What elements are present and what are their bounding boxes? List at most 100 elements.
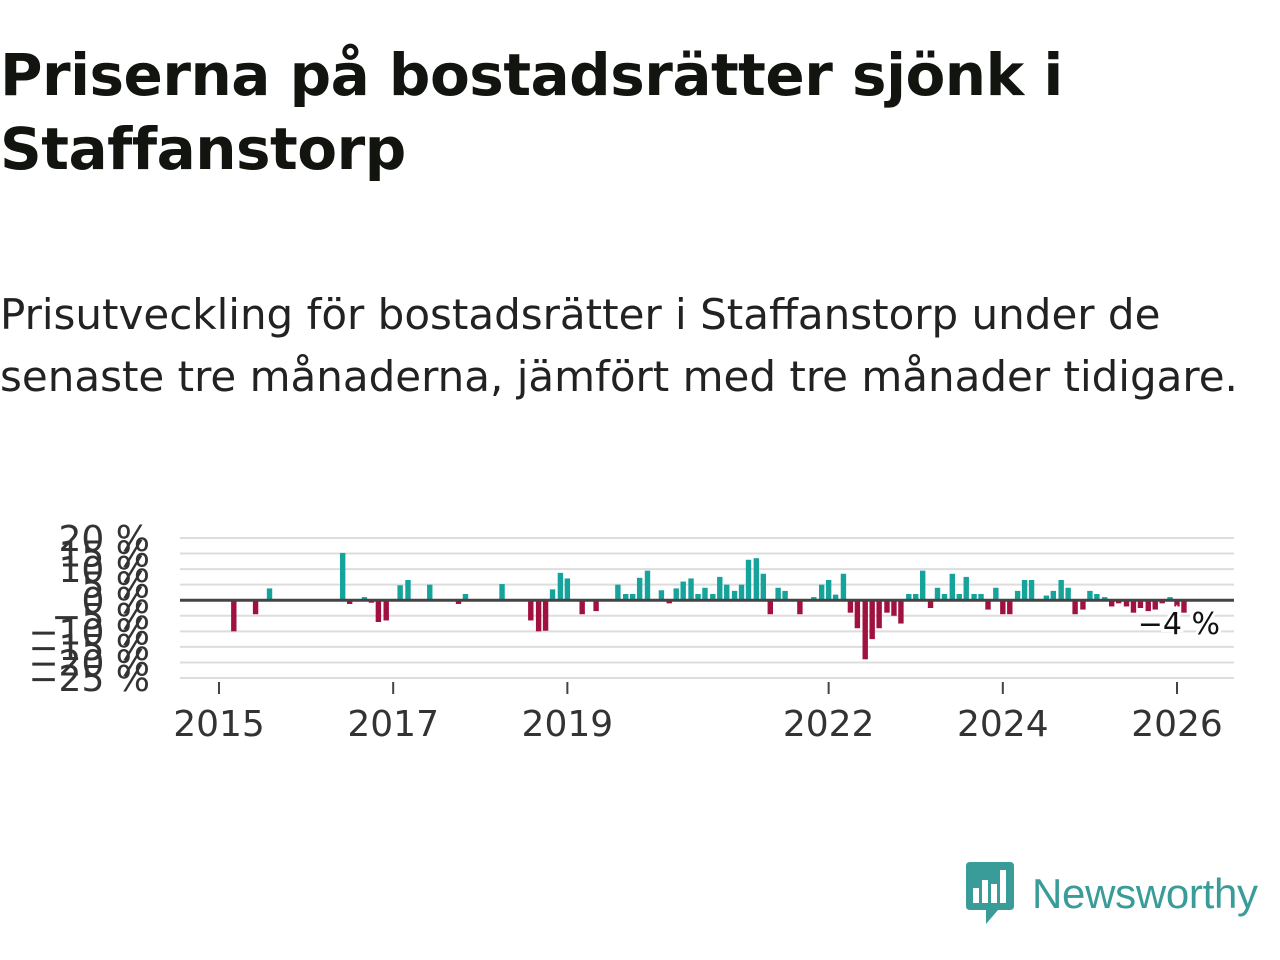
bar (797, 600, 803, 615)
bar (717, 576, 723, 601)
bar (876, 600, 882, 629)
bar (825, 580, 832, 601)
bar (1145, 600, 1151, 612)
y-tick-label: −25 % (28, 659, 150, 700)
bar (1094, 594, 1100, 601)
bar (884, 600, 890, 613)
bar (549, 589, 556, 601)
bar (658, 590, 665, 601)
bar (731, 590, 738, 601)
x-axis: 2015 2017 2019 2022 2024 2026 (173, 682, 1223, 745)
bar (629, 594, 636, 601)
bar (1007, 600, 1013, 615)
bar (579, 600, 585, 615)
bar (528, 600, 534, 621)
bar (949, 573, 956, 601)
bar (971, 594, 977, 601)
bar (636, 577, 643, 601)
bar (1137, 600, 1144, 608)
bar (1123, 600, 1130, 607)
bar (934, 587, 941, 601)
bar (1174, 600, 1180, 607)
bar (840, 573, 847, 601)
y-tick-label: −15 % (28, 628, 150, 669)
bar (557, 572, 564, 601)
bar (738, 584, 745, 601)
bar (383, 600, 389, 621)
bar (1058, 580, 1064, 601)
bar (1087, 590, 1093, 601)
bar (688, 578, 694, 601)
y-tick-label: 15 % (59, 535, 150, 576)
bar (695, 594, 701, 601)
bar (1167, 597, 1173, 601)
bar (231, 600, 237, 632)
x-tick-label: 2017 (347, 704, 439, 745)
bar (1072, 600, 1078, 615)
bar (782, 590, 788, 601)
y-tick-label: 0 % (81, 581, 150, 622)
bar (753, 558, 760, 601)
bar (1130, 600, 1137, 613)
bar (906, 594, 912, 601)
last-value-annotation: −4 % (1138, 607, 1220, 642)
bar (745, 559, 752, 601)
y-tick-label: 20 % (59, 519, 150, 560)
bar (985, 600, 991, 610)
bar (869, 600, 875, 640)
bar (818, 584, 825, 601)
y-tick-label: 10 % (59, 550, 150, 591)
x-tick-label: 2026 (1131, 704, 1223, 745)
bar (644, 570, 651, 601)
bar (673, 588, 679, 601)
y-tick-label: −5 % (51, 597, 150, 638)
bar (1000, 600, 1006, 615)
bar (993, 587, 999, 601)
bar (941, 594, 948, 601)
bar (1065, 587, 1071, 601)
bar (1108, 600, 1115, 607)
bar (898, 600, 904, 624)
bar (361, 597, 368, 601)
y-tick-label: −20 % (28, 643, 150, 684)
bar (919, 570, 926, 601)
x-tick-label: 2022 (783, 704, 875, 745)
bar (346, 600, 353, 604)
bar (615, 584, 621, 601)
bar (1043, 595, 1050, 601)
bar (564, 578, 571, 601)
bar (1050, 590, 1057, 601)
bar (427, 584, 433, 601)
bar (963, 576, 969, 601)
x-tick-label: 2024 (957, 704, 1049, 745)
bar (862, 600, 868, 660)
bar (927, 600, 934, 608)
brand-name: Newsworthy (1032, 870, 1258, 917)
page-title: Priserna på bostadsrätter sjönk i Staffa… (0, 41, 1063, 183)
bar (1014, 590, 1021, 601)
bar (702, 587, 708, 601)
bar (455, 600, 462, 604)
bar (956, 594, 962, 601)
bar-chart-speech-bubble-icon (966, 862, 1014, 924)
bar (266, 588, 273, 601)
chart-subtitle: Prisutveckling för bostadsrätter i Staff… (0, 290, 1238, 401)
bar (854, 600, 861, 629)
bar (680, 581, 686, 601)
y-tick-label: 5 % (81, 566, 150, 607)
bar (767, 600, 773, 615)
bar (535, 600, 542, 632)
bar (252, 600, 259, 615)
bar (978, 594, 984, 601)
bar (375, 600, 382, 622)
bar (623, 594, 629, 601)
bar (542, 600, 549, 631)
bar (1152, 600, 1158, 610)
bars (231, 552, 1187, 660)
newsworthy-logo: Newsworthy (964, 862, 1258, 926)
bar-chart: 20 %15 %10 %5 %0 %−5 %−10 %−15 %−20 %−25… (28, 519, 1234, 745)
y-tick-label: −10 % (28, 612, 150, 653)
bar (1021, 580, 1028, 601)
bar (1181, 600, 1187, 613)
y-axis-labels: 20 %15 %10 %5 %0 %−5 %−10 %−15 %−20 %−25… (28, 519, 150, 700)
